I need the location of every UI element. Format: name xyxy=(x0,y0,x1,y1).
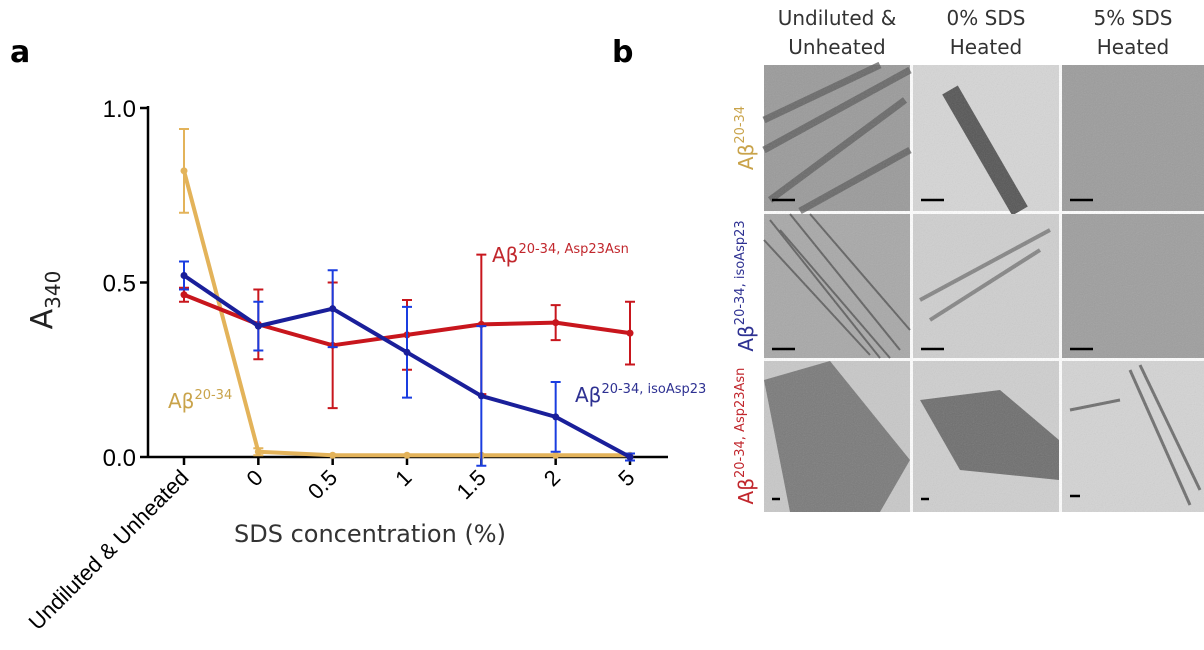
column-header: Heated xyxy=(1097,35,1169,59)
series: Aβ20-34 xyxy=(168,127,634,459)
x-tick-label: Undiluted & Unheated xyxy=(24,465,194,635)
series-label-sup: 20-34 xyxy=(194,388,232,403)
y-tick-label: 0.0 xyxy=(103,445,136,472)
series-label: Aβ20-34 xyxy=(168,388,232,413)
y-axis-title: A340 xyxy=(25,271,65,330)
panel-label: a xyxy=(10,35,30,70)
point xyxy=(180,291,188,299)
point xyxy=(626,453,634,461)
x-tick-label: 1 xyxy=(390,465,416,491)
x-axis-title: SDS concentration (%) xyxy=(234,520,506,548)
point xyxy=(254,448,262,456)
series-label-name: Aβ xyxy=(575,383,601,407)
column-header: 0% SDS xyxy=(947,6,1026,30)
row-label: Aβ20-34, isoAsp23 xyxy=(733,220,758,351)
point xyxy=(403,348,411,356)
point xyxy=(552,319,560,327)
y-tick-label: 0.5 xyxy=(103,271,136,298)
x-tick-label: 5 xyxy=(613,465,639,491)
y-axis-title-sub: 340 xyxy=(41,271,65,309)
column-header: 5% SDS xyxy=(1094,6,1173,30)
point xyxy=(626,329,634,337)
row-label-sup: 20-34 xyxy=(733,106,748,144)
x-tick-label: 0 xyxy=(242,465,268,491)
column-header: Heated xyxy=(950,35,1022,59)
row-label-sup: 20-34, isoAsp23 xyxy=(733,220,748,325)
point xyxy=(329,305,337,313)
row-label-name: Aβ xyxy=(734,478,758,504)
grain xyxy=(764,65,1204,512)
series-label-sup: 20-34, Asp23Asn xyxy=(518,242,628,257)
x-tick-label: 0.5 xyxy=(303,465,342,504)
point xyxy=(552,413,560,421)
series-label-name: Aβ xyxy=(168,389,194,413)
series-label-sup: 20-34, isoAsp23 xyxy=(601,382,706,397)
x-tick-label: 2 xyxy=(539,465,565,491)
micrographs xyxy=(762,61,1204,512)
point xyxy=(477,392,485,400)
row-label-name: Aβ xyxy=(734,325,758,351)
y-tick-label: 1.0 xyxy=(103,96,136,123)
series: Aβ20-34, isoAsp23 xyxy=(179,260,706,467)
row-label: Aβ20-34, Asp23Asn xyxy=(733,368,758,505)
point xyxy=(180,272,188,280)
row-label-sup: 20-34, Asp23Asn xyxy=(733,368,748,478)
series-label: Aβ20-34, isoAsp23 xyxy=(575,382,706,407)
point xyxy=(180,167,188,175)
panel-label: b xyxy=(612,35,633,70)
column-header: Undiluted & xyxy=(778,6,897,30)
scale-bars xyxy=(772,198,1093,501)
point xyxy=(403,451,411,459)
series-label: Aβ20-34, Asp23Asn xyxy=(492,242,629,267)
row-label: Aβ20-34 xyxy=(733,106,758,170)
point xyxy=(254,322,262,330)
x-tick-label: 1.5 xyxy=(452,465,491,504)
row-label-name: Aβ xyxy=(734,144,758,170)
point xyxy=(552,451,560,459)
column-header: Unheated xyxy=(788,35,885,59)
point xyxy=(329,451,337,459)
series-label-name: Aβ xyxy=(492,243,518,267)
y-axis-title-main: A xyxy=(25,308,60,329)
